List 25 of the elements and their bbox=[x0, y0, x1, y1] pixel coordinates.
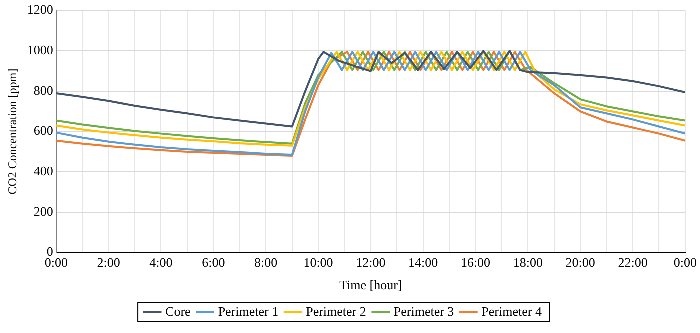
legend-label: Perimeter 1 bbox=[218, 304, 279, 319]
legend-label: Perimeter 4 bbox=[482, 304, 542, 319]
legend-label: Core bbox=[166, 304, 192, 319]
x-tick-label: 20:00 bbox=[566, 255, 596, 270]
x-tick-label: 4:00 bbox=[150, 255, 173, 270]
x-tick-label: 22:00 bbox=[618, 255, 648, 270]
x-tick-label: 10:00 bbox=[304, 255, 334, 270]
y-tick-label: 1000 bbox=[27, 42, 54, 58]
y-tick-label: 600 bbox=[34, 123, 54, 138]
y-tick-label: 1200 bbox=[27, 2, 54, 18]
x-tick-label: 0:00 bbox=[674, 255, 698, 270]
x-tick-label: 12:00 bbox=[356, 255, 386, 270]
x-tick-label: 16:00 bbox=[460, 255, 491, 270]
x-tick-label: 8:00 bbox=[254, 255, 278, 270]
y-tick-label: 200 bbox=[34, 204, 54, 219]
legend-label: Perimeter 2 bbox=[306, 304, 366, 319]
y-axis-title: CO2 Concentration [ppm] bbox=[5, 68, 20, 195]
legend-label: Perimeter 3 bbox=[394, 304, 454, 319]
x-tick-label: 18:00 bbox=[513, 255, 543, 270]
x-tick-label: 6:00 bbox=[202, 255, 226, 270]
x-axis-title: Time [hour] bbox=[340, 278, 402, 293]
y-tick-label: 800 bbox=[34, 82, 54, 98]
x-tick-label: 2:00 bbox=[97, 255, 120, 270]
x-tick-label: 14:00 bbox=[408, 255, 438, 270]
y-tick-label: 400 bbox=[34, 164, 54, 179]
